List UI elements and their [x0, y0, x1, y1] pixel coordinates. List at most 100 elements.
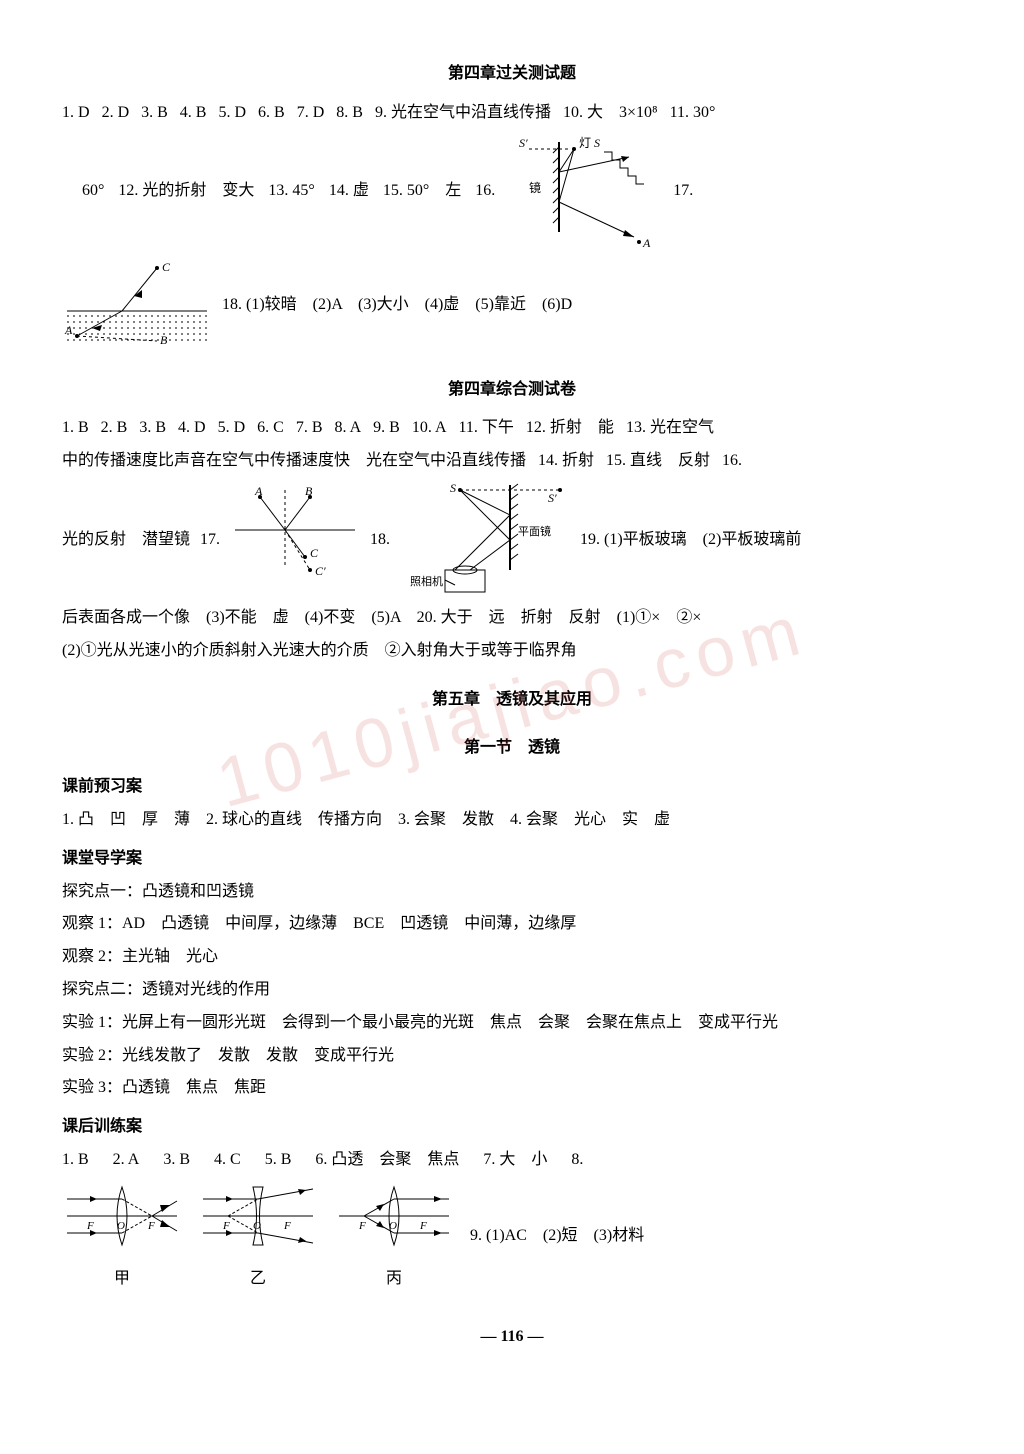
p-ans-1: 1. B [62, 1151, 89, 1168]
page-content: 1010jiajiao.com 第四章过关测试题 1. D 2. D 3. B … [62, 60, 962, 1352]
c-ans-7: 7. B [296, 419, 323, 436]
guide-p2: 观察 1：AD 凸透镜 中间厚，边缘薄 BCE 凹透镜 中间薄，边缘厚 [62, 910, 962, 939]
c-ans-1: 1. B [62, 419, 89, 436]
ch4-comp-line4: 后表面各成一个像 (3)不能 虚 (4)不变 (5)A 20. 大于 远 折射 … [62, 604, 962, 633]
ch4-comp-title: 第四章综合测试卷 [62, 376, 962, 405]
lens-label-jia: 甲 [62, 1265, 182, 1294]
ch5-sec1-title: 第一节 透镜 [62, 734, 962, 763]
ans-7: 7. D [297, 104, 325, 121]
lens-label-bing: 丙 [334, 1265, 454, 1294]
d16-mirror: 镜 [529, 180, 541, 195]
ans-8: 8. B [336, 104, 363, 121]
guide-label: 课堂导学案 [62, 845, 962, 874]
diagram-17: C A B [62, 256, 212, 356]
ans-15: 15. 50° 左 [383, 177, 461, 206]
comp-diagram-17: A B C C′ [230, 485, 360, 595]
ans-11: 11. 30° [670, 104, 716, 121]
cd18-mirror: 平面镜 [518, 524, 551, 538]
p-ans-3: 3. B [163, 1151, 190, 1168]
c-ans-16-cont: 光的反射 潜望镜 [62, 526, 190, 555]
ch4-comp-line1: 1. B 2. B 3. B 4. D 5. D 6. C 7. B 8. A … [62, 414, 962, 443]
c-ans-17: 17. [200, 526, 220, 555]
ans-16: 16. [475, 177, 495, 206]
ans-18: 18. (1)较暗 (2)A (3)大小 (4)虚 (5)靠近 (6)D [222, 291, 572, 320]
ans-2: 2. D [102, 104, 130, 121]
c-ans-12: 12. 折射 能 [526, 419, 614, 436]
c-ans-9: 9. B [373, 419, 400, 436]
ans-5: 5. D [218, 104, 246, 121]
lens-diagram-bing: F O F 丙 [334, 1179, 454, 1294]
c-ans-14: 14. 折射 [538, 452, 594, 469]
d16-A: A [642, 236, 651, 250]
c-ans-11: 11. 下午 [459, 419, 514, 436]
practice-label: 课后训练案 [62, 1113, 962, 1142]
c-ans-18: 18. [370, 526, 390, 555]
d16-S: S [594, 136, 600, 150]
practice-line2: F O F 甲 F O F [62, 1179, 962, 1294]
ans-1: 1. D [62, 104, 90, 121]
preview-label: 课前预习案 [62, 773, 962, 802]
ch4-comp-line5: (2)①光从光速小的介质斜射入光速大的介质 ②入射角大于或等于临界角 [62, 637, 962, 666]
c-ans-4: 4. D [178, 419, 206, 436]
lens-label-yi: 乙 [198, 1265, 318, 1294]
d16-Sp: S′ [519, 136, 528, 150]
ans-14: 14. 虚 [329, 177, 369, 206]
p-ans-4: 4. C [214, 1151, 241, 1168]
guide-p4: 探究点二：透镜对光线的作用 [62, 976, 962, 1005]
ans-4: 4. B [180, 104, 207, 121]
lens-diagram-yi: F O F 乙 [198, 1179, 318, 1294]
c-ans-6: 6. C [257, 419, 284, 436]
cd17-Cp: C′ [315, 564, 326, 578]
p-ans-8: 8. [571, 1151, 583, 1168]
p-ans-6: 6. 凸透 会聚 焦点 [315, 1151, 459, 1168]
ans-11b: 60° [82, 177, 104, 206]
svg-text:O: O [389, 1220, 397, 1232]
p-ans-9: 9. (1)AC (2)短 (3)材料 [470, 1222, 644, 1251]
cd17-C: C [310, 546, 319, 560]
ch4-test-line1: 1. D 2. D 3. B 4. B 5. D 6. B 7. D 8. B … [62, 99, 962, 128]
preview-line1: 1. 凸 凹 厚 薄 2. 球心的直线 传播方向 3. 会聚 发散 4. 会聚 … [62, 806, 962, 835]
guide-p7: 实验 3：凸透镜 焦点 焦距 [62, 1074, 962, 1103]
c-ans-13-pre: 13. 光在空气 [626, 419, 714, 436]
ch5-title: 第五章 透镜及其应用 [62, 686, 962, 715]
guide-p5: 实验 1：光屏上有一圆形光斑 会得到一个最小最亮的光斑 焦点 会聚 会聚在焦点上… [62, 1009, 962, 1038]
svg-text:O: O [117, 1220, 125, 1232]
cd18-Sp: S′ [548, 491, 557, 505]
c-ans-16: 16. [722, 452, 742, 469]
svg-text:F: F [358, 1220, 366, 1232]
svg-text:F: F [147, 1220, 155, 1232]
c-ans-5: 5. D [218, 419, 246, 436]
lens-diagram-jia: F O F 甲 [62, 1179, 182, 1294]
ans-6: 6. B [258, 104, 285, 121]
svg-text:F: F [283, 1220, 291, 1232]
page-number: — 116 — [62, 1323, 962, 1352]
c-ans-8: 8. A [334, 419, 361, 436]
c-ans-15: 15. 直线 反射 [606, 452, 710, 469]
ans-17: 17. [673, 177, 693, 206]
svg-text:O: O [253, 1220, 261, 1232]
p-ans-5: 5. B [265, 1151, 292, 1168]
ans-13: 13. 45° [268, 177, 314, 206]
diagram-16: S′ 灯 S 镜 A [509, 132, 659, 252]
d16-lamp: 灯 [579, 136, 591, 150]
ch4-comp-line2: 中的传播速度比声音在空气中传播速度快 光在空气中沿直线传播 14. 折射 15.… [62, 447, 962, 476]
ch4-comp-line3: 光的反射 潜望镜 17. A B C C′ 18. S [62, 480, 962, 600]
guide-p1: 探究点一：凸透镜和凹透镜 [62, 878, 962, 907]
guide-p3: 观察 2：主光轴 光心 [62, 943, 962, 972]
cd17-A: A [254, 485, 263, 498]
cd18-S: S [450, 481, 456, 495]
cd18-camera: 照相机 [410, 574, 443, 588]
practice-line1: 1. B 2. A 3. B 4. C 5. B 6. 凸透 会聚 焦点 7. … [62, 1146, 962, 1175]
p-ans-7: 7. 大 小 [483, 1151, 547, 1168]
comp-diagram-18: S 平面镜 S′ 照相机 [400, 480, 570, 600]
c-ans-3: 3. B [139, 419, 166, 436]
ans-12: 12. 光的折射 变大 [118, 177, 254, 206]
c-ans-19: 19. (1)平板玻璃 (2)平板玻璃前 [580, 526, 801, 555]
guide-p6: 实验 2：光线发散了 发散 发散 变成平行光 [62, 1042, 962, 1071]
d17-B: B [160, 333, 168, 347]
ans-10: 10. 大 3×10⁸ [563, 104, 658, 121]
d17-C: C [162, 260, 171, 274]
p-ans-2: 2. A [113, 1151, 140, 1168]
ch4-test-line3: C A B 18. (1)较暗 (2)A (3)大小 (4)虚 (5)靠近 (6… [62, 256, 962, 356]
cd17-B: B [305, 485, 313, 498]
